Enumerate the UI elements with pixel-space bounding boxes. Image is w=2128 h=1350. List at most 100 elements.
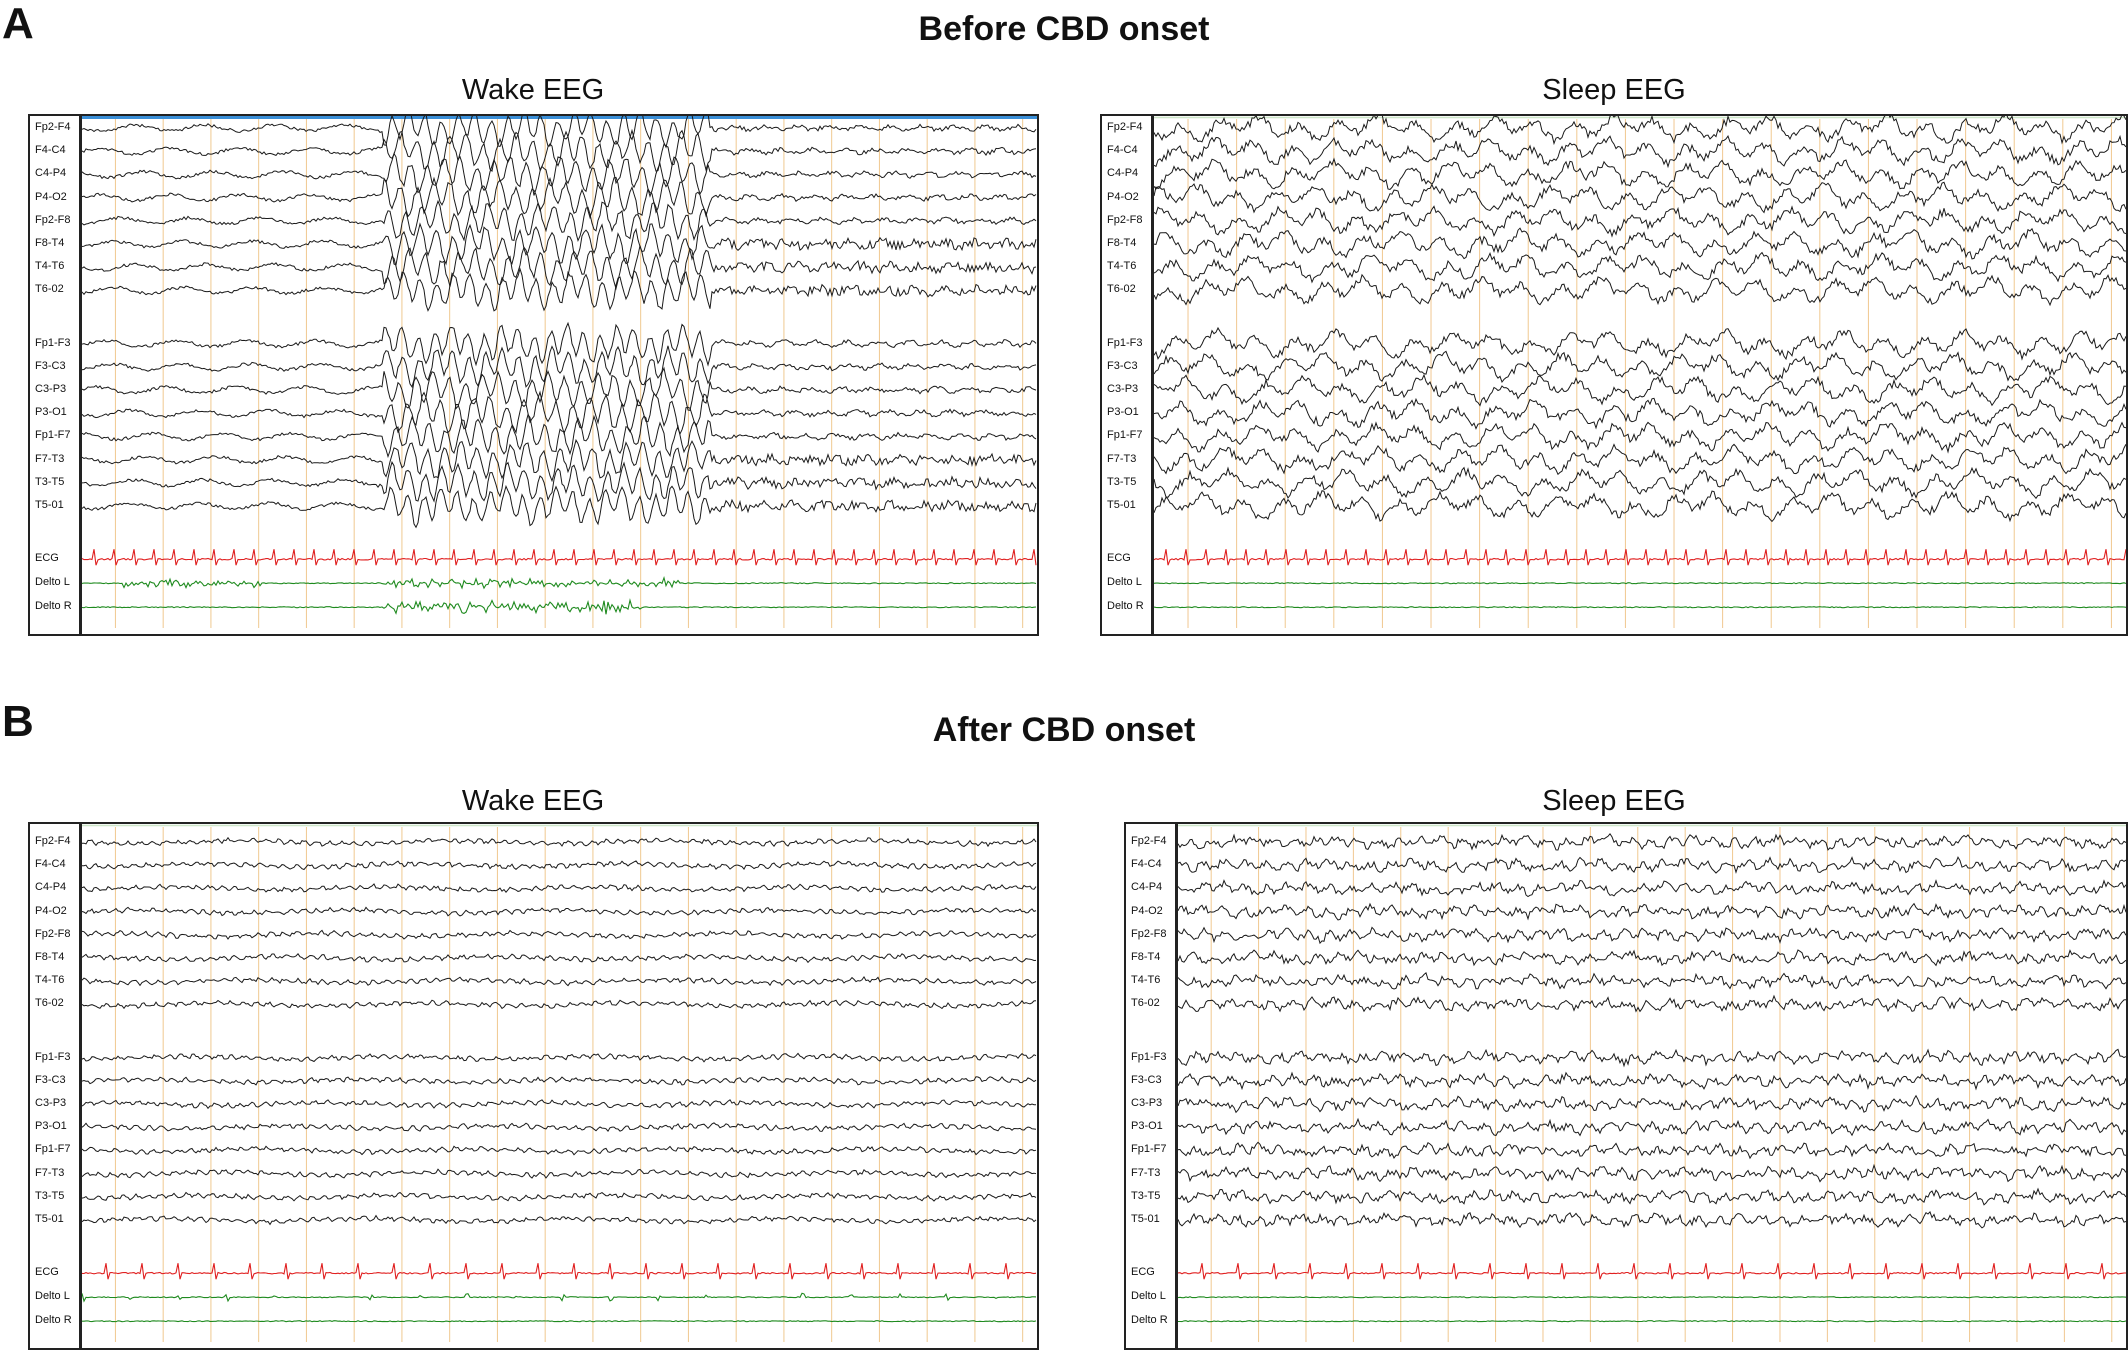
channel-label: Fp2-F8 [35, 927, 71, 940]
trace-f8-t4 [1178, 949, 2126, 967]
channel-label: F8-T4 [35, 951, 65, 963]
channel-label: F4-C4 [35, 144, 66, 157]
trace-fp1-f3 [1178, 1048, 2126, 1068]
trace-f4-c4 [82, 128, 1037, 173]
eeg-recording: Fp2-F4 F4-C4 C4-P4 P4-O2 Fp2-F8 F8-T4 T4-T6 T6-… [28, 822, 1039, 1350]
trace-fp2-f4 [82, 836, 1037, 848]
channel-label: F7-T3 [35, 452, 65, 465]
trace-delto-l [1178, 1296, 2126, 1299]
channel-label-column: Fp2-F4 F4-C4 C4-P4 P4-O2 Fp2-F8 F8-T4 T4-T6 T6-… [1102, 116, 1154, 634]
trace-fp1-f7 [82, 413, 1037, 459]
channel-label: T4-T6 [35, 260, 65, 273]
eeg-recording: Fp2-F4 F4-C4 C4-P4 P4-O2 Fp2-F8 F8-T4 T4-T6 T6-… [1124, 822, 2128, 1350]
trace-delto-r [1154, 606, 2126, 609]
channel-label: Fp1-F7 [35, 1143, 71, 1156]
channel-label: Fp1-F7 [35, 429, 71, 442]
trace-c4-p4 [82, 152, 1037, 198]
channel-label: Delto L [35, 1290, 70, 1303]
channel-label: Fp1-F3 [35, 1050, 71, 1063]
trace-f8-t4 [82, 952, 1037, 964]
channel-label: Delto R [35, 600, 72, 613]
trace-fp1-f7 [1178, 1141, 2126, 1160]
channel-label: P4-O2 [35, 190, 67, 203]
trace-delto-r [1178, 1320, 2126, 1323]
trace-c3-p3 [82, 1099, 1037, 1110]
trace-t3-t5 [82, 460, 1037, 503]
panel-a-wake-title: Wake EEG [461, 74, 605, 106]
channel-label: Fp1-F3 [35, 336, 71, 349]
trace-p4-o2 [82, 906, 1037, 917]
panel-a-title: Before CBD onset [918, 10, 1210, 48]
eeg-trace-area [1178, 824, 2126, 1342]
panel-a-sleep-title: Sleep EEG [1542, 74, 1686, 106]
trace-fp2-f8 [1154, 205, 2126, 238]
channel-label: T3-T5 [35, 475, 65, 488]
channel-label: F3-C3 [35, 359, 66, 372]
channel-label: Fp2-F4 [35, 835, 71, 847]
trace-p3-o1 [1154, 397, 2126, 430]
trace-fp1-f3 [82, 321, 1037, 367]
channel-label: T4-T6 [35, 974, 65, 987]
panel-b-sleep-title: Sleep EEG [1542, 785, 1686, 817]
eeg-trace-area [82, 116, 1037, 628]
trace-fp2-f8 [82, 929, 1037, 940]
trace-t5-01 [82, 484, 1037, 529]
trace-ecg [82, 549, 1037, 566]
trace-t4-t6 [82, 975, 1037, 987]
trace-f8-t4 [1154, 227, 2126, 260]
channel-label: F8-T4 [1107, 237, 1137, 249]
channel-label: Fp2-F8 [1131, 927, 1167, 940]
trace-t6-02 [82, 999, 1037, 1010]
trace-delto-l [1154, 582, 2126, 585]
channel-label: F8-T4 [1131, 951, 1161, 963]
channel-label: C3-P3 [35, 1097, 67, 1109]
trace-fp1-f3 [82, 1052, 1037, 1063]
panel-letter-b: B [2, 697, 34, 746]
trace-f3-c3 [1154, 350, 2126, 384]
channel-label: P3-O1 [35, 1120, 67, 1133]
channel-label: T3-T5 [1107, 475, 1137, 488]
trace-t4-t6 [82, 245, 1037, 291]
trace-p4-o2 [1178, 902, 2126, 921]
channel-label: Delto R [1131, 1314, 1168, 1327]
channel-label: T5-01 [35, 1213, 64, 1225]
channel-label-column: Fp2-F4 F4-C4 C4-P4 P4-O2 Fp2-F8 F8-T4 T4-T6 T6-… [30, 116, 82, 634]
trace-c3-p3 [1178, 1094, 2126, 1114]
channel-label: Delto R [1107, 600, 1144, 613]
trace-p3-o1 [82, 390, 1037, 436]
trace-f8-t4 [82, 222, 1037, 266]
trace-p3-o1 [82, 1122, 1037, 1132]
trace-t3-t5 [82, 1191, 1037, 1202]
trace-t3-t5 [1154, 466, 2126, 500]
channel-label: ECG [35, 1266, 59, 1279]
channel-label: P4-O2 [35, 904, 67, 917]
trace-f7-t3 [82, 1168, 1037, 1179]
trace-c4-p4 [82, 883, 1037, 893]
channel-label: Fp1-F3 [1107, 336, 1143, 349]
trace-p4-o2 [1154, 181, 2126, 214]
channel-label: P4-O2 [1107, 190, 1139, 203]
trace-delto-l [82, 1292, 1037, 1303]
panel-b-title: After CBD onset [932, 711, 1196, 749]
trace-p4-o2 [82, 176, 1037, 220]
trace-fp1-f7 [82, 1145, 1037, 1156]
trace-f4-c4 [82, 860, 1037, 871]
trace-delto-r [82, 1320, 1037, 1323]
channel-label: T6-02 [1107, 283, 1136, 296]
trace-f7-t3 [1154, 443, 2126, 476]
trace-t6-02 [82, 267, 1037, 312]
channel-label: C3-P3 [1107, 383, 1139, 395]
channel-label: F4-C4 [35, 858, 66, 871]
channel-label: Fp1-F3 [1131, 1050, 1167, 1063]
channel-label: Fp2-F8 [1107, 213, 1143, 226]
trace-ecg [1178, 1263, 2126, 1280]
trace-f3-c3 [1178, 1071, 2126, 1091]
trace-c3-p3 [1154, 373, 2126, 407]
trace-fp2-f4 [1178, 832, 2126, 851]
panel-letter-a: A [2, 0, 34, 48]
channel-label: F3-C3 [1107, 359, 1138, 372]
channel-label: Fp1-F7 [1107, 429, 1143, 442]
channel-label: T6-02 [35, 283, 64, 296]
channel-label: Fp2-F4 [35, 121, 71, 133]
trace-c3-p3 [82, 366, 1037, 411]
